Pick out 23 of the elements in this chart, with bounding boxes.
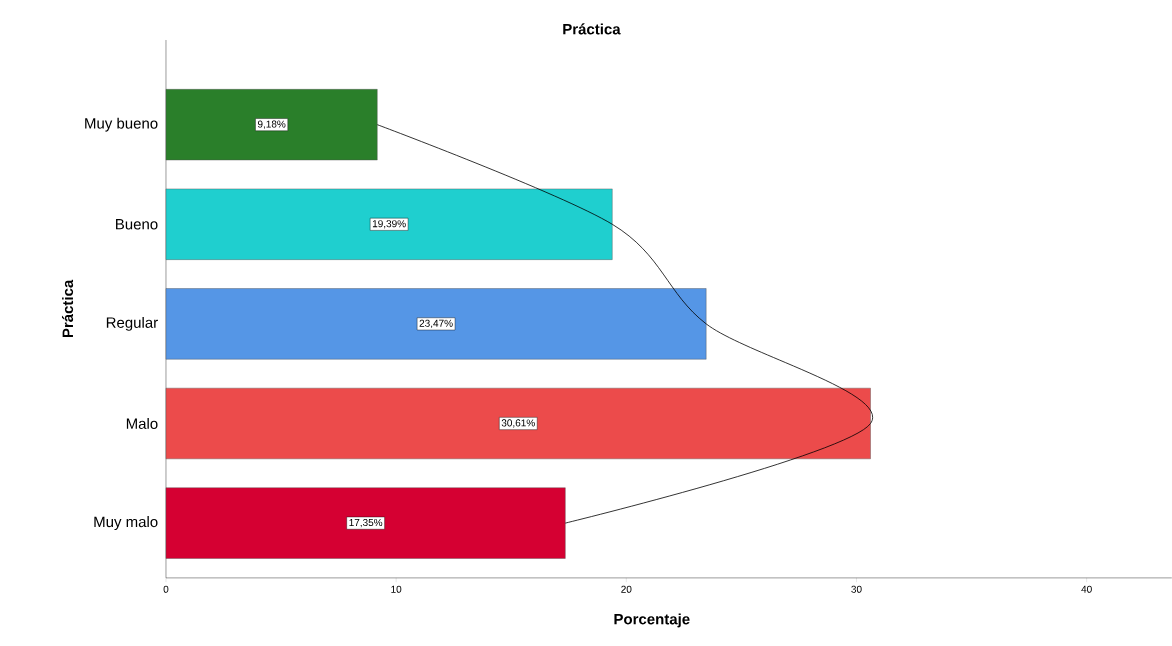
y-tick-label: Muy bueno <box>85 117 158 132</box>
data-label: 9,18% <box>257 120 286 129</box>
bar <box>165 89 378 161</box>
x-tick-label: 10 <box>391 585 402 593</box>
bar <box>165 188 613 260</box>
x-tick-label: 30 <box>851 585 862 593</box>
data-label: 17,35% <box>349 519 383 528</box>
x-axis-title: Porcentaje <box>614 613 690 628</box>
y-tick-label: Regular <box>106 316 158 331</box>
y-tick-label: Bueno <box>116 219 158 230</box>
x-tick-label: 40 <box>1081 585 1092 593</box>
chart-title: Práctica <box>563 23 621 35</box>
x-tick-label: 20 <box>621 585 632 593</box>
x-tick-label: 0 <box>163 585 169 593</box>
y-tick-label: Malo <box>126 418 158 430</box>
data-label: 19,39% <box>372 220 406 229</box>
data-label: 23,47% <box>419 319 453 329</box>
bar <box>165 388 871 460</box>
data-label: 30,61% <box>501 419 535 428</box>
bar <box>165 487 566 559</box>
y-tick-label: Muy malo <box>94 516 158 531</box>
y-axis-title: Práctica <box>61 279 74 338</box>
bar <box>165 288 707 360</box>
